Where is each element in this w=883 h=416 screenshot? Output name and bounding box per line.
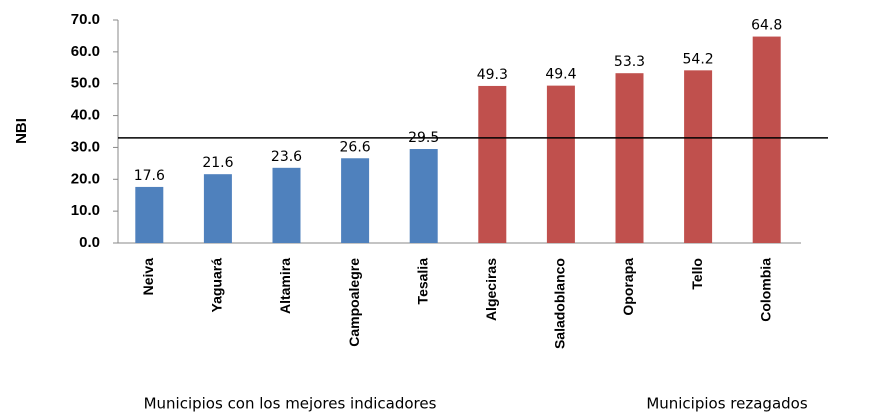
bar xyxy=(272,167,301,243)
y-tick-label: 30.0 xyxy=(71,138,100,155)
x-tick-label: Algeciras xyxy=(483,258,499,321)
data-label: 23.6 xyxy=(271,149,302,165)
data-label: 49.3 xyxy=(477,67,508,83)
group-label: Municipios con los mejores indicadores xyxy=(144,395,437,413)
x-tick-label: Campoalegre xyxy=(346,258,362,347)
data-label: 17.6 xyxy=(134,168,165,184)
x-tick-label: Tello xyxy=(689,258,705,290)
data-label: 64.8 xyxy=(751,18,782,34)
y-tick-label: 40.0 xyxy=(71,107,100,124)
bar xyxy=(752,36,781,243)
bar xyxy=(409,149,438,243)
y-tick-label: 50.0 xyxy=(71,75,100,92)
bar xyxy=(546,85,575,243)
x-tick-label: Altamira xyxy=(277,258,293,314)
data-label: 53.3 xyxy=(614,54,645,70)
x-tick-label: Colombia xyxy=(757,258,773,322)
x-tick-label: Yaguará xyxy=(209,258,225,313)
y-tick-label: 10.0 xyxy=(71,202,100,219)
y-axis-label: NBI xyxy=(13,118,30,144)
x-tick-label: Neiva xyxy=(140,258,156,296)
group-label: Municipios rezagados xyxy=(646,395,808,413)
y-tick-label: 60.0 xyxy=(71,43,100,60)
data-label: 21.6 xyxy=(202,155,233,171)
y-tick-label: 0.0 xyxy=(79,234,100,251)
data-label: 54.2 xyxy=(683,51,714,67)
data-label: 49.4 xyxy=(545,67,576,83)
bar xyxy=(341,158,370,243)
y-tick-label: 70.0 xyxy=(71,11,100,28)
data-label: 26.6 xyxy=(340,139,371,155)
bar xyxy=(615,73,644,243)
x-tick-label: Saladoblanco xyxy=(552,258,568,349)
bar xyxy=(684,70,713,243)
x-tick-label: Tesalia xyxy=(414,258,430,305)
y-tick-label: 20.0 xyxy=(71,170,100,187)
bar xyxy=(135,186,164,243)
bar xyxy=(478,85,507,244)
bar xyxy=(203,174,232,243)
x-tick-label: Oporapa xyxy=(620,258,636,316)
